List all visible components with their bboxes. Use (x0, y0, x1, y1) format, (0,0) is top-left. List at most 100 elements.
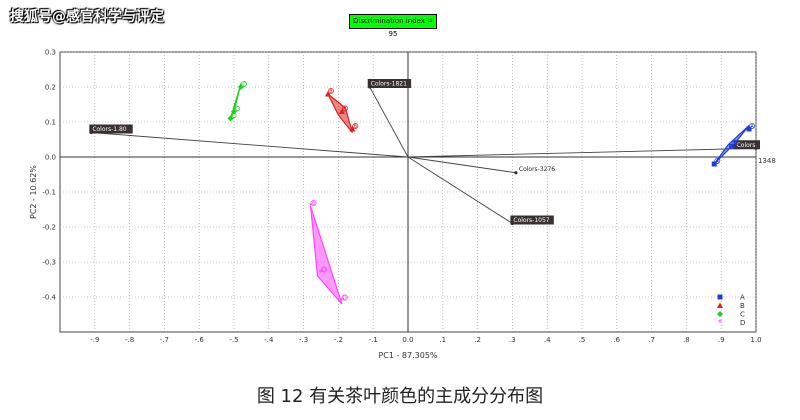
x-tick-label: -.9 (90, 336, 99, 344)
loading-vector-label: Colors-1821 (371, 81, 407, 88)
x-tick-label: .9 (718, 336, 725, 344)
data-point-triangle (324, 91, 331, 97)
series-c: CCC (227, 81, 247, 122)
loading-vector-label: Colors-1.80 (92, 126, 126, 133)
loading-vectors: Colors-1.80 Colors-1821 Colors Colors-3276 C… (89, 79, 776, 226)
point-ring (310, 200, 317, 206)
x-tick-label: .4 (544, 336, 551, 344)
x-tick-label: .2 (474, 336, 481, 344)
y-tick-label: 0.2 (45, 84, 56, 92)
data-point-square (746, 126, 752, 132)
loading-vector-line (407, 156, 513, 224)
data-point-square (729, 144, 735, 149)
loading-vector-label-box (733, 140, 760, 150)
loading-vector-label-box (510, 215, 554, 225)
x-tick-label: -.7 (160, 336, 169, 344)
point-label: B (329, 89, 333, 95)
y-tick-label: -0.4 (42, 294, 56, 302)
data-point-square (711, 161, 717, 167)
loading-vector-label: Colors-1057 (513, 217, 549, 224)
point-ring (352, 123, 359, 129)
point-label: D (312, 201, 316, 207)
point-label: B (343, 107, 347, 113)
watermark-text: 搜狐号@感官科学与评定 (10, 9, 164, 25)
point-label: D (322, 268, 326, 274)
point-ring (341, 105, 348, 112)
y-tick-label: 0.0 (45, 154, 56, 162)
point-label: A (733, 142, 737, 148)
data-point-triangle (717, 302, 723, 308)
loading-vector-label: Colors-3276 (519, 166, 555, 173)
y-tick-label: 0.1 (45, 119, 56, 127)
x-tick-label: .8 (683, 336, 690, 344)
point-ring (749, 123, 755, 129)
data-point-square (717, 294, 723, 300)
figure-caption: 图 12 有关茶叶颜色的主成分分布图 (256, 386, 544, 407)
point-label: A (750, 124, 754, 130)
y-tick-label: -0.2 (42, 224, 56, 232)
x-tick-label: -.6 (195, 336, 205, 344)
data-point-star: * (340, 297, 345, 307)
data-point-triangle (349, 126, 356, 132)
legend-label: C (740, 311, 745, 319)
y-tick-labels: 0.3 0.2 0.1 0.0 -0.1 -0.2 -0.3 -0.4 (42, 49, 56, 302)
data-point-diamond (231, 108, 237, 115)
x-tick-label: -.1 (369, 336, 378, 344)
x-tick-label: .5 (579, 336, 586, 344)
point-label: C (232, 114, 236, 120)
y-tick-label: -0.1 (42, 189, 56, 197)
data-point-diamond (717, 311, 723, 317)
series-d: *D*D*D (308, 200, 348, 307)
series-hull (309, 205, 343, 305)
legend-label: B (740, 302, 745, 310)
point-label: C (235, 107, 239, 113)
point-ring (328, 88, 334, 94)
point-ring (341, 294, 348, 301)
x-tick-label: .1 (439, 336, 446, 344)
loading-vector-label-box (89, 124, 133, 134)
x-tick-label: -.4 (264, 336, 274, 344)
y-tick-label: -0.3 (42, 259, 56, 267)
loading-vector-line (407, 147, 757, 158)
point-ring (731, 140, 738, 147)
point-ring (714, 158, 721, 164)
point-label: A (716, 159, 720, 165)
x-tick-labels: -.9 -.8 -.7 -.6 -.5 -.4 -.3 -.2 -.1 0.0 .1 .2 .3 .4 .5… (90, 336, 761, 344)
x-tick-label: -.3 (299, 336, 308, 344)
data-point-diamond (237, 84, 244, 90)
loading-vector-line (91, 132, 409, 158)
legend: ABC * D (717, 294, 745, 329)
x-tick-label: 0.0 (402, 336, 413, 344)
point-label: D (343, 296, 347, 302)
data-point-star: * (718, 319, 723, 329)
data-point-star: * (319, 269, 324, 279)
series-a: A A A (711, 123, 755, 167)
x-tick-label: -.8 (125, 336, 134, 344)
x-tick-label: 1.0 (750, 336, 761, 344)
legend-label: A (740, 294, 745, 302)
series-b: B B B (324, 88, 359, 133)
x-axis-label: PC1 - 87.305% (378, 351, 437, 360)
point-ring (241, 81, 247, 87)
legend-label: D (740, 319, 745, 327)
loading-vector-line (407, 156, 516, 174)
y-axis-label: PC2 - 10.62% (29, 165, 38, 219)
y-tick-label: 0.3 (45, 49, 56, 57)
x-tick-label: -.5 (229, 336, 238, 344)
pca-chart: -.9 -.8 -.7 -.6 -.5 -.4 -.3 -.2 -.1 0.0 .1 .2 .3 .4 .5… (29, 49, 776, 361)
edge-value-label: 1348 (758, 157, 776, 165)
x-tick-label: .6 (613, 336, 620, 344)
discrimination-index-badge: Discrimination index = 95 (349, 14, 437, 38)
loading-vector-line (369, 86, 409, 158)
data-point-star: * (308, 202, 313, 212)
x-tick-label: .7 (648, 336, 655, 344)
point-label: C (242, 82, 246, 88)
data-point-diamond (227, 115, 234, 122)
loading-vector-label-box (367, 79, 412, 88)
loading-vector-label: Colors (737, 142, 756, 149)
point-ring (321, 266, 327, 273)
x-tick-label: -.2 (334, 336, 343, 344)
loading-vector-tip (514, 171, 518, 175)
x-tick-label: .3 (509, 336, 516, 344)
